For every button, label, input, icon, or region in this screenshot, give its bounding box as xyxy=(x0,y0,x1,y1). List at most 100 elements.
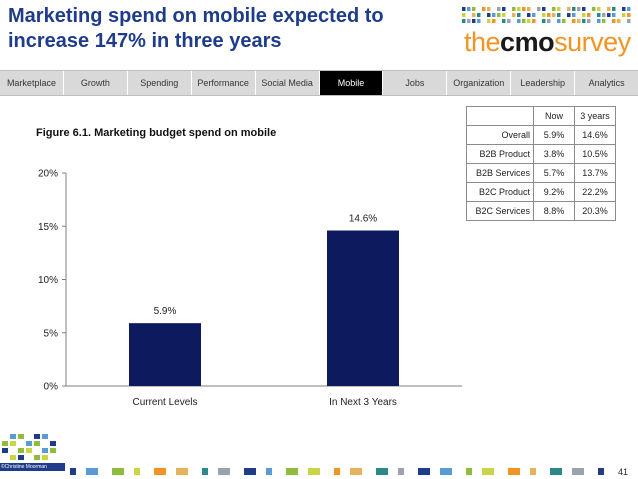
nav-tab-mobile[interactable]: Mobile xyxy=(319,71,384,95)
logo-dot xyxy=(622,7,626,11)
table-cell: 8.8% xyxy=(533,201,575,221)
bar-value-label: 5.9% xyxy=(154,306,177,317)
logo-dot xyxy=(542,13,546,17)
table-row: B2C Services 8.8% 20.3% xyxy=(466,201,616,221)
logo-dot xyxy=(552,7,556,11)
table-cell: 3.8% xyxy=(533,144,575,164)
logo-dot xyxy=(472,7,476,11)
footer-block xyxy=(202,468,208,475)
logo-dot xyxy=(612,19,616,23)
logo-dot xyxy=(542,19,546,23)
footer-square xyxy=(2,448,8,453)
logo-dot xyxy=(612,7,616,11)
logo-dot xyxy=(582,7,586,11)
logo-dot xyxy=(557,19,561,23)
table-cell: 13.7% xyxy=(574,163,616,183)
section-nav: Marketplace Growth Spending Performance Soci… xyxy=(0,70,638,96)
slide-title-line-2: increase 147% in three years xyxy=(8,30,282,52)
logo-dot xyxy=(532,13,536,17)
figure-label: Figure 6.1 xyxy=(36,127,88,139)
table-header-cell: Now xyxy=(533,106,575,126)
footer-block xyxy=(334,468,340,475)
y-tick-label: 5% xyxy=(44,328,59,339)
nav-tab-performance[interactable]: Performance xyxy=(192,71,256,95)
slide-title-line-1: Marketing spend on mobile expected to xyxy=(8,5,384,27)
footer-block xyxy=(218,468,230,475)
logo-dot xyxy=(532,19,536,23)
footer-block xyxy=(440,468,452,475)
logo-dot xyxy=(627,13,631,17)
logo-dot-pattern xyxy=(462,7,631,23)
logo-dot xyxy=(522,7,526,11)
nav-tab-growth[interactable]: Growth xyxy=(64,71,128,95)
logo-dot xyxy=(602,19,606,23)
logo-dot xyxy=(597,13,601,17)
logo-dot xyxy=(467,19,471,23)
footer-square xyxy=(34,455,40,460)
table-row-label: B2B Services xyxy=(466,163,534,183)
logo-dot xyxy=(492,19,496,23)
footer-square xyxy=(34,434,40,439)
logo-dot xyxy=(487,19,491,23)
footer-block xyxy=(482,468,494,475)
footer-square xyxy=(10,455,16,460)
table-cell: 5.9% xyxy=(533,125,575,145)
logo-dot xyxy=(582,13,586,17)
logo-dot xyxy=(537,7,541,11)
logo-dot xyxy=(597,19,601,23)
table-cell: 14.6% xyxy=(574,125,616,145)
nav-tab-social-media[interactable]: Social Media xyxy=(256,71,320,95)
logo-dot xyxy=(512,13,516,17)
logo-dot xyxy=(572,13,576,17)
footer-square xyxy=(10,441,16,446)
table-row-label: B2C Services xyxy=(466,201,534,221)
table-header-cell: 3 years xyxy=(574,106,616,126)
logo-dot xyxy=(507,19,511,23)
logo-dot xyxy=(552,13,556,17)
footer-square xyxy=(50,448,56,453)
footer-square xyxy=(42,434,48,439)
logo-dot xyxy=(547,19,551,23)
logo-dot xyxy=(577,19,581,23)
y-tick-label: 20% xyxy=(38,169,58,180)
figure-title: Figure 6.1. Marketing budget spend on mo… xyxy=(36,127,276,139)
footer-block xyxy=(176,468,188,475)
footer-square xyxy=(42,455,48,460)
logo-dot xyxy=(607,13,611,17)
footer-block xyxy=(418,468,430,475)
logo-dot xyxy=(477,13,481,17)
footer-block xyxy=(86,468,98,475)
author-credit: ©Christine Moorman xyxy=(0,463,65,471)
footer-square xyxy=(42,448,48,453)
footer-block xyxy=(530,468,536,475)
y-tick-label: 10% xyxy=(38,275,58,286)
footer-block xyxy=(376,468,388,475)
slide-title: Marketing spend on mobile expected to in… xyxy=(8,4,448,54)
logo-dot xyxy=(517,7,521,11)
nav-tab-organization[interactable]: Organization xyxy=(447,71,512,95)
footer-block xyxy=(286,468,298,475)
footer-block xyxy=(466,468,472,475)
nav-tab-spending[interactable]: Spending xyxy=(128,71,192,95)
logo-dot xyxy=(492,13,496,17)
footer-square xyxy=(26,448,32,453)
logo-dot xyxy=(487,7,491,11)
logo-dot xyxy=(617,19,621,23)
logo-dot xyxy=(517,19,521,23)
nav-tab-analytics[interactable]: Analytics xyxy=(588,78,625,88)
logo-dot xyxy=(517,13,521,17)
logo-dot xyxy=(462,19,466,23)
footer-block xyxy=(70,468,76,475)
logo-dot xyxy=(627,7,631,11)
logo-word-the: the xyxy=(464,27,501,57)
nav-tab-leadership[interactable]: Leadership xyxy=(511,71,576,95)
nav-tab-jobs[interactable]: Jobs xyxy=(383,71,448,95)
footer-block xyxy=(112,468,124,475)
nav-tab-marketplace[interactable]: Marketplace xyxy=(0,71,64,95)
table-cell: 10.5% xyxy=(574,144,616,164)
footer-square xyxy=(18,434,24,439)
logo-dot xyxy=(572,7,576,11)
footer-square xyxy=(50,441,56,446)
footer-block xyxy=(508,468,520,475)
